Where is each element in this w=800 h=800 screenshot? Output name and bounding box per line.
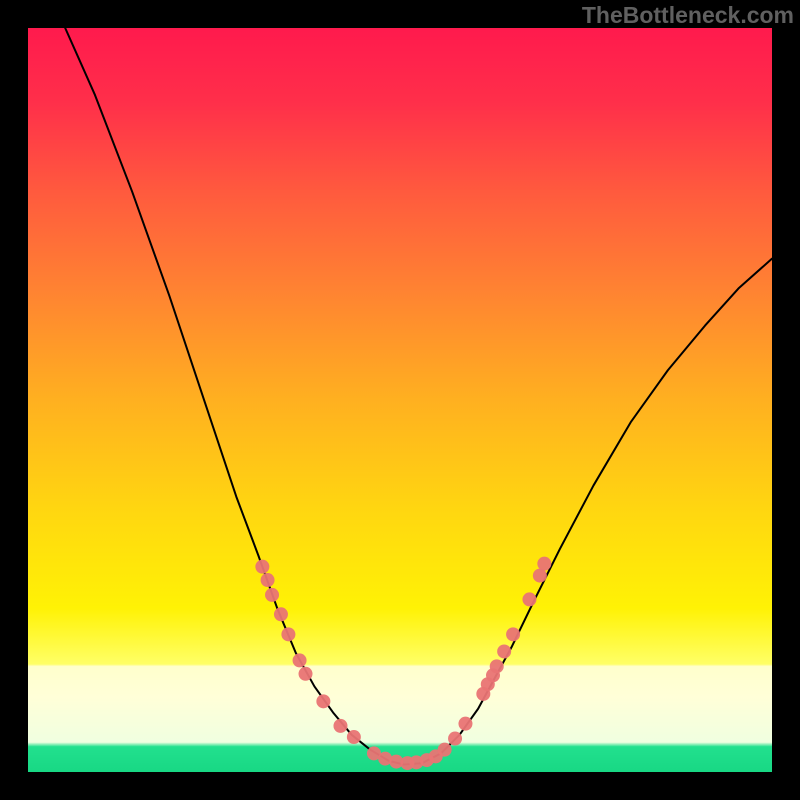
plot-background-gradient <box>28 28 772 772</box>
data-marker <box>438 743 452 757</box>
data-marker <box>333 719 347 733</box>
data-marker <box>316 694 330 708</box>
data-marker <box>281 627 295 641</box>
data-marker <box>537 557 551 571</box>
data-marker <box>522 592 536 606</box>
data-marker <box>261 573 275 587</box>
data-marker <box>255 560 269 574</box>
data-marker <box>458 717 472 731</box>
watermark: TheBottleneck.com <box>582 2 794 29</box>
chart-svg <box>0 0 800 800</box>
data-marker <box>347 730 361 744</box>
data-marker <box>299 667 313 681</box>
data-marker <box>293 653 307 667</box>
data-marker <box>497 644 511 658</box>
data-marker <box>448 732 462 746</box>
data-marker <box>533 569 547 583</box>
stage: TheBottleneck.com <box>0 0 800 800</box>
data-marker <box>265 588 279 602</box>
data-marker <box>506 627 520 641</box>
data-marker <box>274 607 288 621</box>
data-marker <box>490 659 504 673</box>
